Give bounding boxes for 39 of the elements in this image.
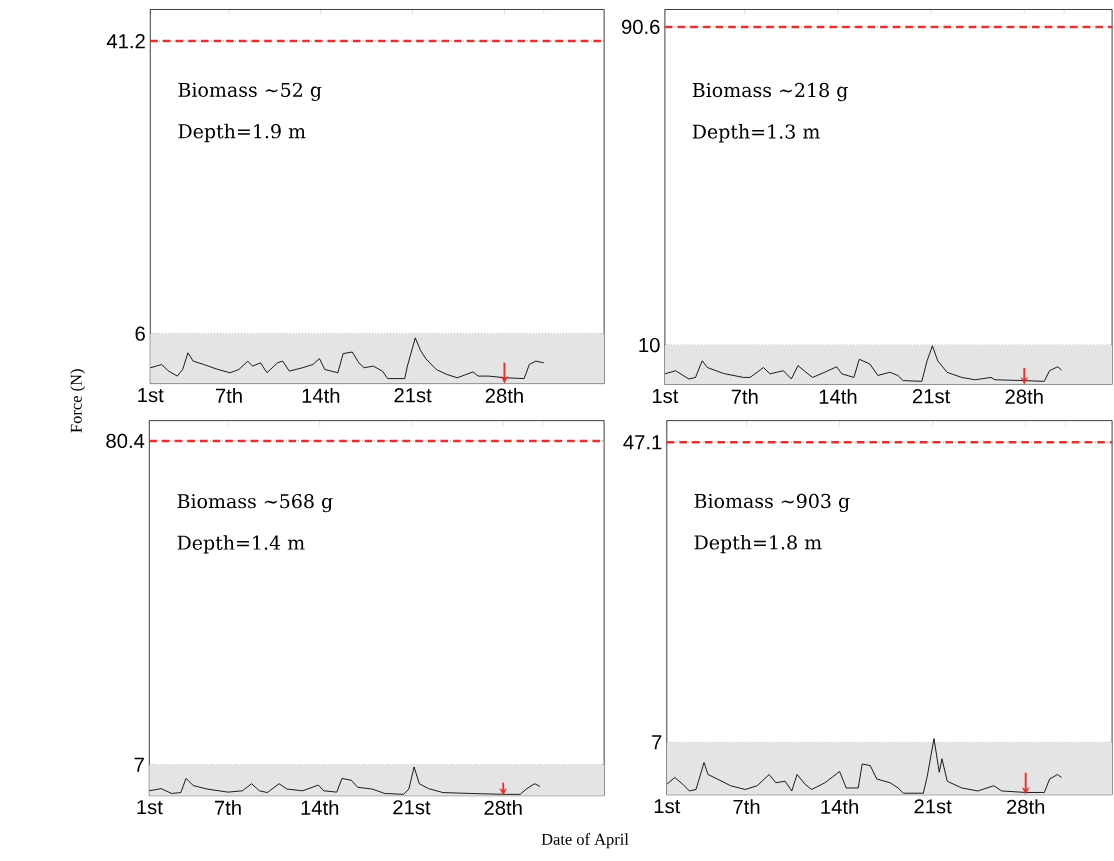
annotation: Depth=1.8 m	[694, 534, 822, 554]
x-tick-label: 7th	[214, 800, 241, 815]
y-tick-label: 6	[135, 326, 145, 341]
y-tick-label: 41.2	[106, 33, 145, 49]
x-tick-label: 28th	[1007, 799, 1045, 814]
annotation: Biomass ∼52 g	[178, 82, 322, 101]
x-tick-label: 1st	[137, 800, 163, 815]
x-tick-label: 14th	[301, 800, 339, 815]
x-axis-title: Date of April	[541, 833, 629, 849]
x-tick-label: 7th	[731, 388, 758, 404]
y-tick-label: 7	[652, 735, 662, 750]
x-tick-label: 7th	[215, 387, 242, 403]
x-tick-label: 14th	[819, 388, 857, 404]
x-tick-label: 21st	[394, 387, 432, 403]
x-tick-label: 28th	[484, 800, 522, 815]
y-tick-label: 47.1	[623, 435, 662, 450]
x-tick-label: 1st	[654, 799, 681, 814]
annotation: Biomass ∼903 g	[694, 493, 850, 512]
x-tick-label: 21st	[912, 388, 951, 404]
y-tick-label: 80.4	[106, 433, 145, 449]
x-tick-label: 21st	[393, 800, 431, 815]
annotation: Depth=1.4 m	[177, 535, 305, 554]
y-axis-title: Force (N)	[70, 369, 86, 433]
annotation: Biomass ∼218 g	[692, 82, 848, 102]
y-tick-label: 7	[134, 757, 144, 772]
annotation: Depth=1.3 m	[692, 124, 820, 143]
x-tick-label: 1st	[138, 387, 164, 403]
x-tick-label: 28th	[485, 387, 523, 403]
y-tick-label: 10	[639, 337, 660, 353]
x-tick-label: 14th	[302, 387, 340, 403]
x-tick-label: 28th	[1005, 388, 1043, 404]
x-tick-label: 7th	[733, 799, 760, 814]
line-series	[148, 766, 541, 795]
x-tick-label: 1st	[652, 388, 679, 404]
annotation: Biomass ∼568 g	[177, 493, 333, 513]
x-tick-label: 14th	[821, 799, 858, 814]
x-tick-label: 21st	[914, 799, 952, 814]
y-tick-label: 90.6	[621, 19, 660, 34]
annotation: Depth=1.9 m	[178, 123, 306, 143]
